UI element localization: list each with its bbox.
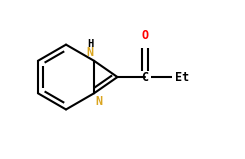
Text: H: H [87, 39, 93, 49]
Text: N: N [86, 46, 93, 59]
Text: N: N [95, 95, 102, 108]
Text: O: O [141, 29, 148, 42]
Text: C: C [141, 71, 148, 83]
Text: Et: Et [175, 71, 190, 83]
